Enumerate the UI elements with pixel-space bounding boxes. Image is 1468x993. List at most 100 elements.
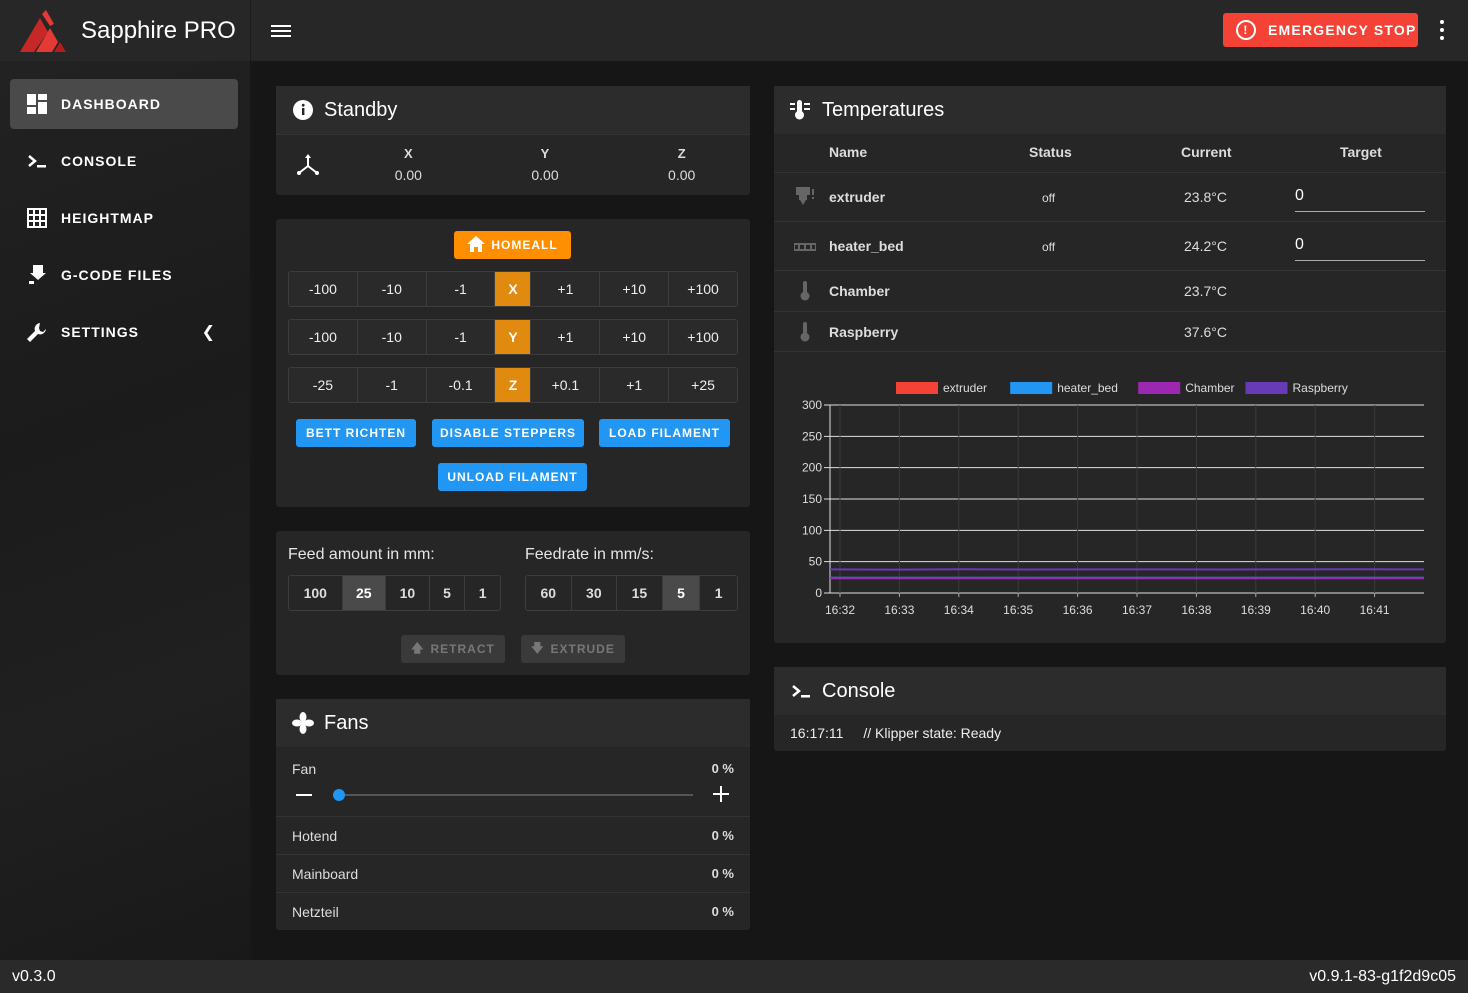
jog-button[interactable]: +1 bbox=[600, 368, 670, 402]
more-options-icon[interactable] bbox=[1438, 20, 1446, 40]
axis-value: 0.00 bbox=[394, 167, 422, 183]
fan-slider-track[interactable] bbox=[333, 789, 693, 801]
jog-button[interactable]: -10 bbox=[357, 320, 427, 354]
sidebar-item-heightmap[interactable]: HEIGHTMAP bbox=[10, 193, 238, 243]
axis-value: 0.00 bbox=[668, 167, 696, 183]
sidebar-item-console[interactable]: CONSOLE bbox=[10, 136, 238, 186]
position-row: X 0.00 Y 0.00 Z 0.00 bbox=[276, 134, 750, 194]
jog-button[interactable]: -0.1 bbox=[426, 368, 496, 402]
bett-richten-button[interactable]: BETT RICHTEN bbox=[296, 419, 416, 447]
jog-button[interactable]: +10 bbox=[600, 320, 670, 354]
jog-button[interactable]: -1 bbox=[357, 368, 427, 402]
feed-option[interactable]: 5 bbox=[430, 576, 466, 610]
target-input[interactable]: 0 bbox=[1295, 236, 1425, 261]
y-tick-label: 300 bbox=[802, 398, 822, 412]
jog-button[interactable]: -1 bbox=[426, 272, 496, 306]
jog-button[interactable]: +25 bbox=[669, 368, 737, 402]
unload-filament-button[interactable]: UNLOAD FILAMENT bbox=[438, 463, 587, 491]
brand[interactable]: Sapphire PRO bbox=[0, 0, 251, 61]
temp-name: Chamber bbox=[829, 283, 890, 299]
legend-label: heater_bed bbox=[1057, 381, 1118, 395]
temp-status: off bbox=[1042, 191, 1056, 205]
top-bar: Sapphire PRO ! EMERGENCY STOP bbox=[0, 0, 1468, 61]
disable-steppers-button[interactable]: DISABLE STEPPERS bbox=[432, 419, 584, 447]
x-tick-label: 16:36 bbox=[1063, 603, 1093, 617]
jog-button[interactable]: +1 bbox=[531, 320, 601, 354]
temperatures-header: Temperatures bbox=[774, 86, 1446, 134]
home-z-button[interactable]: Z bbox=[495, 368, 532, 402]
jog-button[interactable]: +1 bbox=[531, 272, 601, 306]
fan-row-netzteil: Netzteil 0 % bbox=[276, 892, 750, 930]
temperatures-title: Temperatures bbox=[822, 98, 945, 121]
home-x-button[interactable]: X bbox=[495, 272, 532, 306]
jog-button[interactable]: -10 bbox=[357, 272, 427, 306]
info-icon bbox=[292, 99, 314, 121]
temp-status: off bbox=[1042, 240, 1056, 254]
sidebar-item-dashboard[interactable]: DASHBOARD bbox=[10, 79, 238, 129]
jog-button[interactable]: -100 bbox=[289, 320, 358, 354]
legend-swatch bbox=[896, 382, 938, 394]
feedrate-label: Feedrate in mm/s: bbox=[525, 546, 654, 563]
jog-button[interactable]: +0.1 bbox=[531, 368, 601, 402]
decrease-icon[interactable] bbox=[296, 794, 312, 796]
fan-value: 0 % bbox=[711, 866, 734, 881]
temp-name: Raspberry bbox=[829, 324, 899, 340]
chevron-left-icon[interactable]: ❮ bbox=[201, 324, 216, 341]
increase-icon[interactable] bbox=[713, 786, 729, 802]
feed-option[interactable]: 1 bbox=[478, 585, 487, 601]
feed-option[interactable]: 10 bbox=[386, 576, 430, 610]
thermometer-icon bbox=[800, 281, 810, 306]
emergency-stop-button[interactable]: ! EMERGENCY STOP bbox=[1223, 13, 1418, 47]
rate-option[interactable]: 1 bbox=[714, 585, 723, 601]
jog-row-z: -25 -1 -0.1 Z +0.1 +1 +25 bbox=[288, 367, 738, 403]
retract-button[interactable]: 🡅 RETRACT bbox=[401, 635, 505, 663]
rate-option[interactable]: 60 bbox=[526, 576, 572, 610]
jog-button[interactable]: +10 bbox=[600, 272, 670, 306]
jog-button[interactable]: -100 bbox=[289, 272, 358, 306]
rate-option[interactable]: 15 bbox=[617, 576, 663, 610]
target-input[interactable]: 0 bbox=[1295, 187, 1425, 212]
x-tick-label: 16:41 bbox=[1360, 603, 1390, 617]
homeall-button[interactable]: HOMEALL bbox=[454, 231, 571, 259]
feed-option[interactable]: 100 bbox=[289, 576, 343, 610]
jog-row-x: -100 -10 -1 X +1 +10 +100 bbox=[288, 271, 738, 307]
axis-arrows-icon bbox=[276, 153, 340, 176]
legend-label: Raspberry bbox=[1293, 381, 1348, 395]
jog-button[interactable]: -1 bbox=[426, 320, 496, 354]
fan-slider-thumb[interactable] bbox=[333, 789, 345, 801]
arrow-up-icon: 🡅 bbox=[411, 640, 425, 655]
jog-button[interactable]: -25 bbox=[289, 368, 358, 402]
jog-button[interactable]: +100 bbox=[669, 320, 737, 354]
sidebar-item-settings[interactable]: SETTINGS ❮ bbox=[10, 307, 238, 357]
dashboard-icon bbox=[26, 93, 48, 115]
extrude-button[interactable]: 🡇 EXTRUDE bbox=[521, 635, 625, 663]
temp-row-raspberry: Raspberry 37.6°C bbox=[774, 311, 1446, 352]
temp-current: 23.7°C bbox=[1184, 283, 1227, 299]
console-icon bbox=[790, 680, 812, 702]
x-tick-label: 16:40 bbox=[1300, 603, 1330, 617]
jog-row-y: -100 -10 -1 Y +1 +10 +100 bbox=[288, 319, 738, 355]
axis-label: X bbox=[404, 146, 413, 161]
home-y-button[interactable]: Y bbox=[495, 320, 532, 354]
console-card: Console 16:17:11 // Klipper state: Ready bbox=[774, 667, 1446, 751]
legend-swatch bbox=[1010, 382, 1053, 394]
legend-swatch bbox=[1138, 382, 1181, 394]
position-y: Y 0.00 bbox=[477, 146, 614, 183]
jog-button[interactable]: +100 bbox=[669, 272, 737, 306]
y-tick-label: 50 bbox=[809, 555, 823, 569]
sidebar-item-gcode-files[interactable]: G-CODE FILES bbox=[10, 250, 238, 300]
app-title: Sapphire PRO bbox=[81, 16, 236, 44]
temp-name: extruder bbox=[829, 189, 886, 205]
rate-option[interactable]: 30 bbox=[572, 576, 618, 610]
bed-icon bbox=[793, 240, 817, 259]
col-header-current: Current bbox=[1181, 144, 1232, 160]
rate-option-selected[interactable]: 5 bbox=[662, 576, 701, 610]
load-filament-button[interactable]: LOAD FILAMENT bbox=[599, 419, 730, 447]
client-version: v0.3.0 bbox=[12, 967, 56, 985]
logo-icon bbox=[20, 9, 66, 52]
feed-option-selected[interactable]: 25 bbox=[342, 576, 387, 610]
menu-icon[interactable] bbox=[271, 23, 291, 39]
console-entry: 16:17:11 // Klipper state: Ready bbox=[790, 725, 1001, 741]
temp-name: heater_bed bbox=[829, 238, 904, 254]
